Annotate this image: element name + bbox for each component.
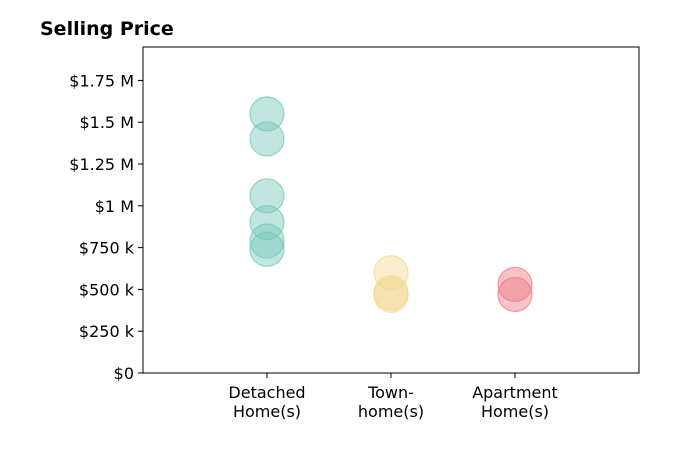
data-point [373,277,409,313]
y-tick-label: $1 M [95,197,134,216]
x-tick-label: Town- [367,383,414,402]
y-tick-label: $1.25 M [69,155,134,174]
data-point [497,266,533,302]
y-tick-label: $750 k [79,239,135,258]
y-tick-label: $1.75 M [69,71,134,90]
data-points [249,96,533,313]
chart-title: Selling Price [40,18,174,40]
data-point [249,231,285,267]
plot-area-frame [142,46,640,374]
y-axis: $0 $250 k $500 k $750 k $1 M $1.25 M $1.5 M $1.… [69,71,143,383]
data-point [249,96,285,132]
data-point [249,178,285,214]
data-point [249,223,285,259]
x-tick-label: Detached [228,383,305,402]
x-tick-label: Home(s) [233,402,301,421]
y-tick-label: $250 k [79,322,135,341]
x-tick-label: home(s) [358,402,424,421]
y-tick-label: $1.5 M [79,113,134,132]
y-tick-label: $0 [114,364,134,383]
data-point [249,204,285,241]
x-tick-label: Apartment [472,383,558,402]
x-tick-label: Home(s) [481,402,549,421]
y-tick-label: $500 k [79,280,135,299]
data-point [249,121,285,157]
data-point [497,276,533,313]
x-axis: DetachedHome(s)Town-home(s)ApartmentHome… [228,373,558,421]
